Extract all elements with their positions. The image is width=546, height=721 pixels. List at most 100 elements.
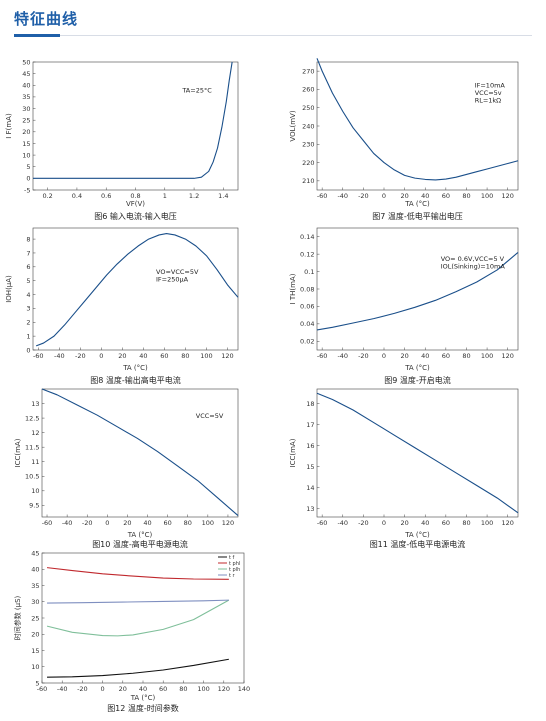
y-tick-label: 6 bbox=[26, 263, 30, 271]
x-tick-label: -40 bbox=[337, 519, 348, 527]
y-tick-label: 13 bbox=[306, 505, 314, 513]
y-tick-label: 0.1 bbox=[304, 268, 314, 276]
x-tick-label: 0 bbox=[382, 192, 386, 200]
annotation-text: VO= 0.6V,VCC=5 V bbox=[441, 255, 505, 263]
title-underline bbox=[14, 34, 60, 37]
y-tick-label: 4 bbox=[26, 291, 30, 299]
y-axis-label: 时间参数 (μS) bbox=[13, 595, 22, 640]
x-tick-label: 40 bbox=[421, 192, 429, 200]
y-tick-label: 25 bbox=[22, 116, 30, 124]
series-line-0 bbox=[316, 251, 519, 331]
y-tick-label: 16 bbox=[306, 442, 314, 450]
figure-caption: 图8 温度-输出高电平电流 bbox=[90, 375, 181, 385]
x-tick-label: -40 bbox=[337, 352, 348, 360]
y-tick-label: 50 bbox=[22, 58, 30, 66]
y-tick-label: 10 bbox=[31, 663, 39, 671]
x-tick-label: 120 bbox=[221, 352, 233, 360]
x-tick-label: 1 bbox=[163, 192, 167, 200]
series-line-0 bbox=[33, 61, 233, 179]
series-line-t-r bbox=[47, 599, 229, 604]
y-tick-label: 220 bbox=[302, 159, 314, 167]
x-tick-label: 1.4 bbox=[218, 192, 228, 200]
y-tick-label: 40 bbox=[22, 82, 30, 90]
x-tick-label: 20 bbox=[400, 519, 408, 527]
x-axis-label: TA (°C) bbox=[404, 531, 430, 539]
chart-fig12: -60 -40 -20 0 20 40 60 80 100 120 140 5 10 15 20 25 30 35… bbox=[13, 549, 250, 713]
x-tick-label: 80 bbox=[181, 352, 189, 360]
y-tick-label: 0.04 bbox=[300, 320, 314, 328]
plot-frame bbox=[41, 388, 239, 518]
x-tick-label: -60 bbox=[317, 352, 328, 360]
annotation-text: RL=1kΩ bbox=[475, 97, 501, 105]
y-tick-label: 30 bbox=[22, 105, 30, 113]
plot-frame bbox=[41, 552, 245, 684]
y-tick-label: 11 bbox=[31, 458, 39, 466]
legend-entry: t phl bbox=[229, 561, 240, 567]
series-line-t-f bbox=[47, 658, 229, 678]
x-tick-label: 60 bbox=[164, 519, 172, 527]
y-tick-label: 14 bbox=[306, 484, 314, 492]
plot-frame bbox=[316, 388, 519, 518]
y-axis-label: IOH(μA) bbox=[5, 275, 13, 303]
y-tick-label: 10 bbox=[22, 151, 30, 159]
x-tick-label: 20 bbox=[119, 685, 127, 693]
y-tick-label: 10.5 bbox=[25, 473, 39, 481]
y-tick-label: 2 bbox=[26, 319, 30, 327]
x-tick-label: 60 bbox=[159, 685, 167, 693]
figure-caption: 图10 温度-高电平电源电流 bbox=[92, 539, 188, 549]
x-tick-label: -20 bbox=[82, 519, 93, 527]
y-tick-label: 7 bbox=[26, 249, 30, 257]
y-tick-label: 230 bbox=[302, 141, 314, 149]
y-tick-label: 0 bbox=[26, 175, 30, 183]
figure-caption: 图7 温度-低电平输出电压 bbox=[372, 211, 463, 221]
page-title: 特征曲线 bbox=[14, 10, 79, 28]
x-axis-label: TA (°C) bbox=[122, 364, 148, 372]
x-tick-label: -20 bbox=[358, 192, 369, 200]
x-tick-label: 40 bbox=[421, 352, 429, 360]
y-tick-label: 35 bbox=[31, 582, 39, 590]
x-tick-label: -20 bbox=[358, 352, 369, 360]
y-axis-label: VOL(mV) bbox=[289, 110, 297, 141]
y-tick-label: 20 bbox=[22, 128, 30, 136]
x-tick-label: -60 bbox=[37, 685, 48, 693]
x-tick-label: 140 bbox=[238, 685, 250, 693]
x-tick-label: 0.2 bbox=[42, 192, 52, 200]
y-axis-label: ICC(mA) bbox=[289, 438, 297, 467]
y-tick-label: 12 bbox=[31, 429, 39, 437]
y-tick-label: 5 bbox=[26, 277, 30, 285]
y-tick-label: 240 bbox=[302, 122, 314, 130]
y-tick-label: 250 bbox=[302, 104, 314, 112]
y-tick-label: 40 bbox=[31, 566, 39, 574]
series-line-0 bbox=[35, 233, 239, 347]
x-tick-label: 120 bbox=[222, 519, 234, 527]
x-tick-label: 120 bbox=[218, 685, 230, 693]
series-line-t-plh bbox=[46, 599, 230, 637]
x-tick-label: 40 bbox=[143, 519, 151, 527]
figure-caption: 图11 温度-低电平电源电流 bbox=[370, 539, 466, 549]
x-tick-label: 40 bbox=[139, 352, 147, 360]
x-tick-label: 60 bbox=[442, 352, 450, 360]
y-tick-label: 9.5 bbox=[29, 502, 39, 510]
y-tick-label: -5 bbox=[24, 186, 30, 194]
series-line-0 bbox=[316, 392, 519, 514]
x-tick-label: 1.2 bbox=[189, 192, 199, 200]
chart-fig8: -60 -40 -20 0 20 40 60 80 100 120 0 1 2 3 4 5 6 7 8 TA (°C)… bbox=[5, 227, 239, 385]
x-tick-label: 60 bbox=[442, 519, 450, 527]
x-tick-label: -40 bbox=[337, 192, 348, 200]
x-tick-label: -20 bbox=[77, 685, 88, 693]
series-line-t-phl bbox=[46, 567, 229, 580]
plot-frame bbox=[316, 227, 519, 351]
x-tick-label: -60 bbox=[42, 519, 53, 527]
x-tick-label: 20 bbox=[123, 519, 131, 527]
x-tick-label: 0 bbox=[105, 519, 109, 527]
y-tick-label: 20 bbox=[31, 631, 39, 639]
x-tick-label: 80 bbox=[462, 519, 470, 527]
annotation-text: TA=25°C bbox=[181, 86, 212, 94]
y-tick-label: 10 bbox=[31, 487, 39, 495]
annotation-text: IF=10mA bbox=[475, 82, 506, 90]
y-tick-label: 3 bbox=[26, 305, 30, 313]
x-tick-label: 20 bbox=[118, 352, 126, 360]
y-tick-label: 0.06 bbox=[300, 303, 314, 311]
x-axis-label: VF(V) bbox=[126, 200, 145, 208]
